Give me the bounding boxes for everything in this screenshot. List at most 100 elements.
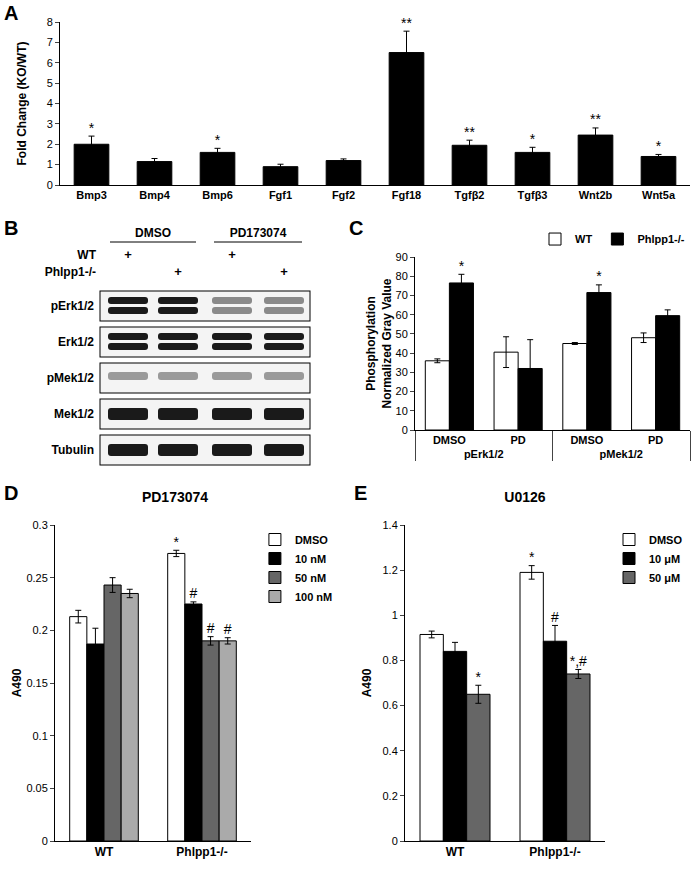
svg-text:Bmp6: Bmp6: [202, 189, 233, 201]
svg-text:Phlpp1-/-: Phlpp1-/-: [45, 265, 96, 279]
svg-text:Fgf18: Fgf18: [392, 189, 421, 201]
svg-text:+: +: [228, 247, 236, 262]
svg-text:*: *: [596, 268, 602, 284]
svg-text:10: 10: [396, 405, 408, 417]
svg-text:+: +: [280, 264, 288, 279]
svg-text:0.8: 0.8: [383, 654, 398, 666]
svg-text:7: 7: [47, 36, 53, 48]
svg-text:*: *: [215, 132, 221, 148]
svg-text:pErk1/2: pErk1/2: [464, 448, 504, 460]
svg-text:0.3: 0.3: [33, 519, 48, 531]
svg-text:1.2: 1.2: [383, 564, 398, 576]
svg-text:pErk1/2: pErk1/2: [51, 299, 95, 313]
svg-text:0: 0: [42, 835, 48, 847]
svg-text:DMSO: DMSO: [135, 226, 171, 240]
svg-text:50 nM: 50 nM: [295, 572, 326, 584]
svg-text:60: 60: [396, 309, 408, 321]
svg-text:#: #: [551, 609, 559, 625]
svg-text:DMSO: DMSO: [433, 434, 466, 446]
svg-text:0.15: 0.15: [26, 677, 47, 689]
svg-text:DMSO: DMSO: [570, 434, 603, 446]
svg-text:20: 20: [396, 385, 408, 397]
svg-text:90: 90: [396, 251, 408, 263]
svg-text:Tubulin: Tubulin: [52, 443, 94, 457]
svg-text:DMSO: DMSO: [649, 534, 682, 546]
svg-text:2: 2: [47, 138, 53, 150]
svg-text:0.05: 0.05: [26, 782, 47, 794]
svg-text:U0126: U0126: [504, 489, 545, 505]
svg-text:Bmp4: Bmp4: [139, 189, 170, 201]
svg-text:0: 0: [402, 424, 408, 436]
svg-text:*: *: [529, 549, 535, 565]
svg-text:70: 70: [396, 289, 408, 301]
svg-text:0.2: 0.2: [383, 790, 398, 802]
svg-text:pMek1/2: pMek1/2: [600, 448, 643, 460]
svg-text:0: 0: [47, 179, 53, 191]
svg-text:Mek1/2: Mek1/2: [54, 407, 94, 421]
svg-text:*: *: [656, 138, 662, 154]
svg-text:*: *: [476, 669, 482, 685]
svg-text:Tgfβ2: Tgfβ2: [455, 189, 485, 201]
svg-text:+: +: [124, 247, 132, 262]
svg-text:8: 8: [47, 16, 53, 28]
svg-text:**: **: [464, 124, 475, 140]
svg-text:50 μM: 50 μM: [649, 572, 680, 584]
svg-text:80: 80: [396, 270, 408, 282]
svg-text:*,#: *,#: [570, 653, 587, 669]
svg-text:Tgfβ3: Tgfβ3: [518, 189, 548, 201]
svg-text:*: *: [459, 258, 465, 274]
svg-text:50: 50: [396, 328, 408, 340]
svg-text:PD173074: PD173074: [142, 489, 208, 505]
svg-text:1.4: 1.4: [383, 519, 398, 531]
html-text:A: A: [4, 2, 19, 24]
svg-text:Fgf1: Fgf1: [269, 189, 292, 201]
svg-text:Wnt2b: Wnt2b: [579, 189, 613, 201]
svg-text:Fold Change (KO/WT): Fold Change (KO/WT): [15, 42, 29, 166]
svg-text:Erk1/2: Erk1/2: [58, 335, 94, 349]
svg-text:DMSO: DMSO: [295, 534, 328, 546]
svg-text:#: #: [224, 621, 232, 637]
svg-text:6: 6: [47, 57, 53, 69]
svg-text:Phlpp1-/-: Phlpp1-/-: [529, 845, 580, 859]
svg-text:Bmp3: Bmp3: [76, 189, 107, 201]
svg-text:**: **: [401, 15, 412, 31]
svg-text:pMek1/2: pMek1/2: [47, 371, 95, 385]
svg-text:PD: PD: [510, 434, 525, 446]
svg-text:+: +: [174, 264, 182, 279]
svg-text:PD: PD: [648, 434, 663, 446]
svg-text:3: 3: [47, 118, 53, 130]
svg-text:A490: A490: [360, 668, 374, 697]
svg-text:0.25: 0.25: [26, 572, 47, 584]
svg-text:0: 0: [392, 835, 398, 847]
svg-text:#: #: [190, 585, 198, 601]
svg-text:PD173074: PD173074: [230, 226, 287, 240]
svg-text:Phlpp1-/-: Phlpp1-/-: [637, 233, 684, 245]
svg-text:10 μM: 10 μM: [649, 553, 680, 565]
svg-text:0.6: 0.6: [383, 699, 398, 711]
svg-text:0.1: 0.1: [33, 730, 48, 742]
svg-text:Phlpp1-/-: Phlpp1-/-: [176, 845, 227, 859]
svg-text:*: *: [174, 534, 180, 550]
svg-text:100 nM: 100 nM: [295, 591, 332, 603]
svg-text:30: 30: [396, 366, 408, 378]
svg-text:*: *: [530, 131, 536, 147]
svg-text:Fgf2: Fgf2: [332, 189, 355, 201]
svg-text:#: #: [207, 620, 215, 636]
svg-text:*: *: [89, 120, 95, 136]
svg-text:Wnt5a: Wnt5a: [642, 189, 676, 201]
svg-text:A490: A490: [10, 668, 24, 697]
svg-text:4: 4: [47, 97, 53, 109]
svg-text:0.4: 0.4: [383, 745, 398, 757]
svg-text:1: 1: [47, 158, 53, 170]
svg-text:WT: WT: [575, 233, 592, 245]
svg-text:40: 40: [396, 347, 408, 359]
svg-text:10 nM: 10 nM: [295, 553, 326, 565]
svg-text:5: 5: [47, 77, 53, 89]
svg-text:**: **: [590, 111, 601, 127]
svg-text:WT: WT: [77, 248, 96, 262]
svg-text:PhosphorylationNormalized Gray: PhosphorylationNormalized Gray Value: [364, 278, 394, 408]
svg-text:WT: WT: [95, 845, 114, 859]
svg-text:WT: WT: [446, 845, 465, 859]
svg-text:1: 1: [392, 609, 398, 621]
svg-text:0.2: 0.2: [33, 624, 48, 636]
